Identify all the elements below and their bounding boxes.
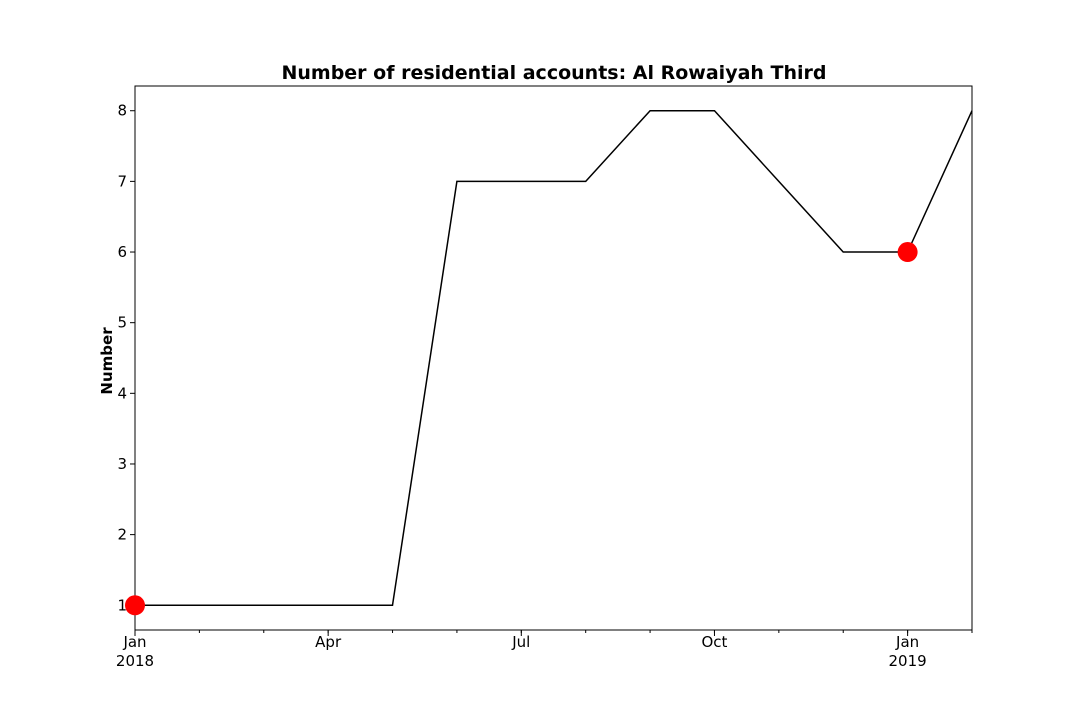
y-tick-label: 8: [117, 102, 127, 120]
y-tick-label: 7: [117, 172, 127, 190]
x-tick-label: Jan: [122, 633, 146, 651]
x-tick-label: Jan: [895, 633, 919, 651]
y-tick-label: 2: [117, 526, 127, 544]
y-tick-label: 6: [117, 243, 127, 261]
y-tick-label: 3: [117, 455, 127, 473]
plot-frame: [134, 85, 973, 631]
x-tick-label: Jul: [511, 633, 530, 651]
y-tick-label: 1: [117, 596, 127, 614]
y-tick-label: 5: [117, 314, 127, 332]
x-tick-year-label: 2019: [889, 652, 927, 670]
chart-title: Number of residential accounts: Al Rowai…: [281, 62, 826, 84]
x-tick-label: Oct: [701, 633, 727, 651]
y-tick-label: 4: [117, 384, 127, 402]
y-axis-label: Number: [98, 327, 116, 395]
highlight-point: [125, 595, 145, 616]
highlight-point: [897, 242, 918, 263]
x-tick-label: Apr: [315, 633, 342, 651]
x-tick-year-label: 2018: [116, 652, 154, 670]
series-line: [135, 109, 973, 607]
